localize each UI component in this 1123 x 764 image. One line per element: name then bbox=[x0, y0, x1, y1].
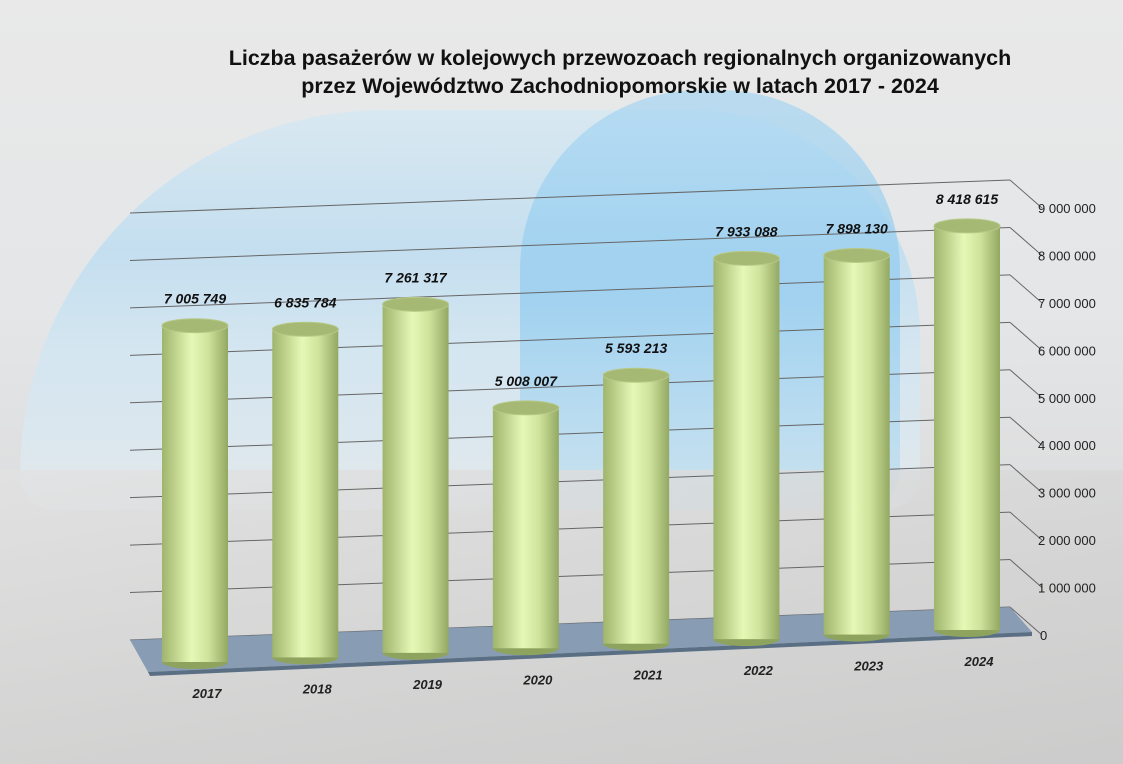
value-label: 5 008 007 bbox=[495, 373, 558, 389]
gridline-depth bbox=[1009, 606, 1043, 636]
bar-body bbox=[162, 325, 228, 662]
x-tick-label: 2022 bbox=[743, 663, 774, 678]
gridline-depth bbox=[1009, 179, 1043, 209]
x-tick-label: 2020 bbox=[522, 672, 553, 687]
bar-top bbox=[712, 250, 780, 266]
value-label: 6 835 784 bbox=[274, 294, 336, 310]
bar-2020 bbox=[492, 400, 560, 656]
gridline bbox=[129, 226, 1011, 261]
x-tick-label: 2019 bbox=[412, 677, 443, 692]
y-tick-label: 3 000 000 bbox=[1038, 486, 1096, 501]
x-tick-label: 2018 bbox=[302, 681, 333, 696]
gridline-depth bbox=[1009, 321, 1043, 351]
value-label: 8 418 615 bbox=[936, 191, 998, 207]
y-tick-label: 7 000 000 bbox=[1038, 296, 1096, 311]
value-label: 7 898 130 bbox=[826, 220, 888, 236]
x-tick-label: 2024 bbox=[964, 654, 995, 669]
gridline-depth bbox=[1009, 464, 1043, 494]
value-label: 7 933 088 bbox=[715, 223, 777, 239]
chart-title-line-2: przez Województwo Zachodniopomorskie w l… bbox=[301, 74, 939, 98]
chart-title-line-1: Liczba pasażerów w kolejowych przewozoac… bbox=[228, 46, 1012, 70]
gridline-depth bbox=[1009, 511, 1043, 541]
value-label: 5 593 213 bbox=[605, 340, 667, 356]
value-label: 7 005 749 bbox=[164, 291, 226, 307]
y-tick-label: 8 000 000 bbox=[1038, 248, 1096, 263]
x-tick-label: 2023 bbox=[853, 659, 884, 674]
value-label: 7 261 317 bbox=[384, 269, 447, 285]
bar-body bbox=[382, 304, 449, 653]
bar-top bbox=[823, 247, 891, 263]
y-tick-label: 0 bbox=[1040, 628, 1047, 643]
gridline-depth bbox=[1009, 559, 1043, 588]
chart-floor bbox=[130, 607, 1032, 672]
bar-body bbox=[272, 329, 339, 658]
y-tick-label: 5 000 000 bbox=[1038, 391, 1096, 406]
bar-top bbox=[602, 367, 670, 383]
bar-2022 bbox=[712, 250, 780, 647]
gridline-depth bbox=[1009, 416, 1043, 446]
y-tick-label: 9 000 000 bbox=[1038, 201, 1096, 216]
y-tick-label: 6 000 000 bbox=[1038, 343, 1096, 358]
y-tick-label: 4 000 000 bbox=[1038, 438, 1096, 453]
y-tick-label: 1 000 000 bbox=[1038, 581, 1096, 596]
bar-2023 bbox=[823, 247, 891, 642]
gridline-depth bbox=[1009, 227, 1043, 256]
bar-body bbox=[934, 225, 1000, 630]
bar-2018 bbox=[271, 321, 339, 665]
bar-top bbox=[161, 318, 229, 334]
bar-2021 bbox=[602, 367, 670, 651]
y-tick-label: 2 000 000 bbox=[1038, 533, 1096, 548]
bar-2019 bbox=[382, 296, 450, 660]
bar-top bbox=[271, 321, 339, 337]
x-tick-label: 2017 bbox=[192, 686, 223, 701]
gridline-depth bbox=[1009, 369, 1043, 399]
chart-floor-edge bbox=[148, 632, 1032, 676]
chart-title: Liczba pasażerów w kolejowych przewozoac… bbox=[150, 44, 1090, 100]
bar-top bbox=[382, 296, 450, 312]
bar-body bbox=[492, 407, 559, 649]
x-tick-label: 2021 bbox=[633, 668, 663, 683]
gridline bbox=[129, 179, 1011, 214]
gridline-depth bbox=[1009, 274, 1043, 304]
bar-top bbox=[492, 400, 560, 416]
bar-2024 bbox=[933, 218, 1001, 637]
bar-2017 bbox=[161, 318, 229, 669]
bar-body bbox=[713, 258, 780, 640]
bar-top bbox=[933, 218, 1001, 234]
bar-body bbox=[823, 255, 890, 635]
bar-body bbox=[603, 375, 670, 644]
